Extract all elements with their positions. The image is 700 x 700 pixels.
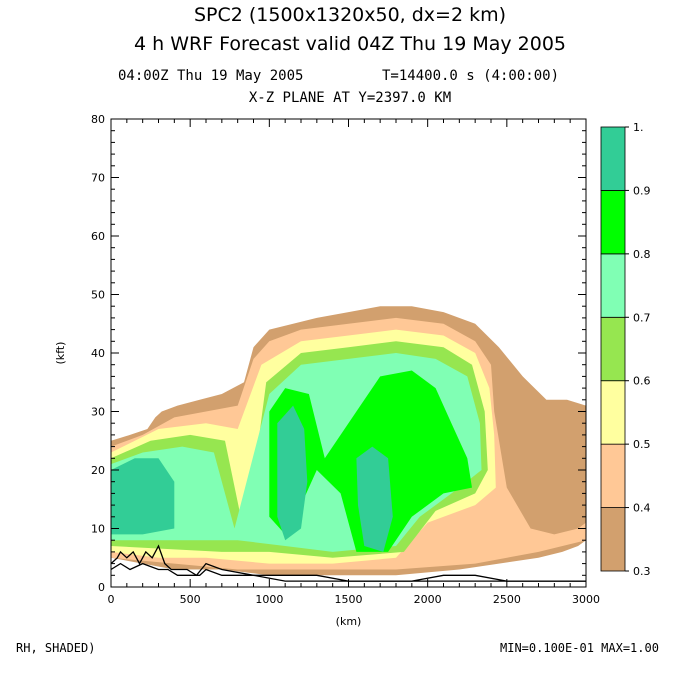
rh-region-0.9-7 [277,405,308,541]
x-tick-label-2500: 2500 [493,593,521,606]
colorbar-swatch-1 [600,443,626,508]
chart-subtitle: 4 h WRF Forecast valid 04Z Thu 19 May 20… [134,33,566,55]
plane-label: X-Z PLANE AT Y=2397.0 KM [248,90,452,106]
colorbar-swatch-2 [600,380,626,445]
y-tick-label-40: 40 [91,347,105,360]
y-tick-label-50: 50 [91,289,105,302]
x-tick-label-1000: 1000 [255,593,283,606]
terrain-line-1 [111,562,586,582]
y-tick-label-80: 80 [91,113,105,126]
y-tick-label-0: 0 [98,581,105,594]
x-tick-label-3000: 3000 [572,593,600,606]
rh-field [111,306,586,582]
colorbar-swatch-3 [600,316,626,382]
y-tick-label-20: 20 [91,464,105,477]
y-tick-label-30: 30 [91,406,105,419]
colorbar-label-2: 0.5 [633,438,651,451]
colorbar-swatch-0 [600,507,626,572]
x-axis-label: (km) [336,615,362,628]
model-time-label: T=14400.0 s (4:00:00) [382,68,560,84]
colorbar-label-5: 0.8 [633,248,651,261]
x-tick-label-500: 500 [180,593,201,606]
colorbar-label-3: 0.6 [633,375,651,388]
colorbar-label-1: 0.4 [633,502,651,515]
y-axis-label: (kft) [54,342,67,365]
valid-time-label: 04:00Z Thu 19 May 2005 [118,68,304,84]
colorbar-swatch-4 [600,253,626,318]
minmax-label: MIN=0.100E-01 MAX=1.00 [500,641,659,655]
field-label: RH, SHADED) [16,641,96,655]
colorbar-label-0: 0.3 [633,565,651,578]
colorbar-label-7: 1. [633,121,644,134]
colorbar-swatch-6 [600,126,626,191]
rh-region-0.9-8 [356,446,393,552]
y-tick-label-10: 10 [91,523,105,536]
colorbar-label-6: 0.9 [633,184,651,197]
rh-region-0.9-6 [111,458,175,535]
x-tick-label-2000: 2000 [414,593,442,606]
x-tick-label-0: 0 [108,593,115,606]
colorbar-label-4: 0.7 [633,311,651,324]
x-tick-label-1500: 1500 [335,593,363,606]
terrain-line-0 [111,544,586,582]
y-tick-label-70: 70 [91,172,105,185]
y-tick-label-60: 60 [91,230,105,243]
colorbar-swatch-5 [600,190,626,255]
chart-title: SPC2 (1500x1320x50, dx=2 km) [193,4,507,26]
